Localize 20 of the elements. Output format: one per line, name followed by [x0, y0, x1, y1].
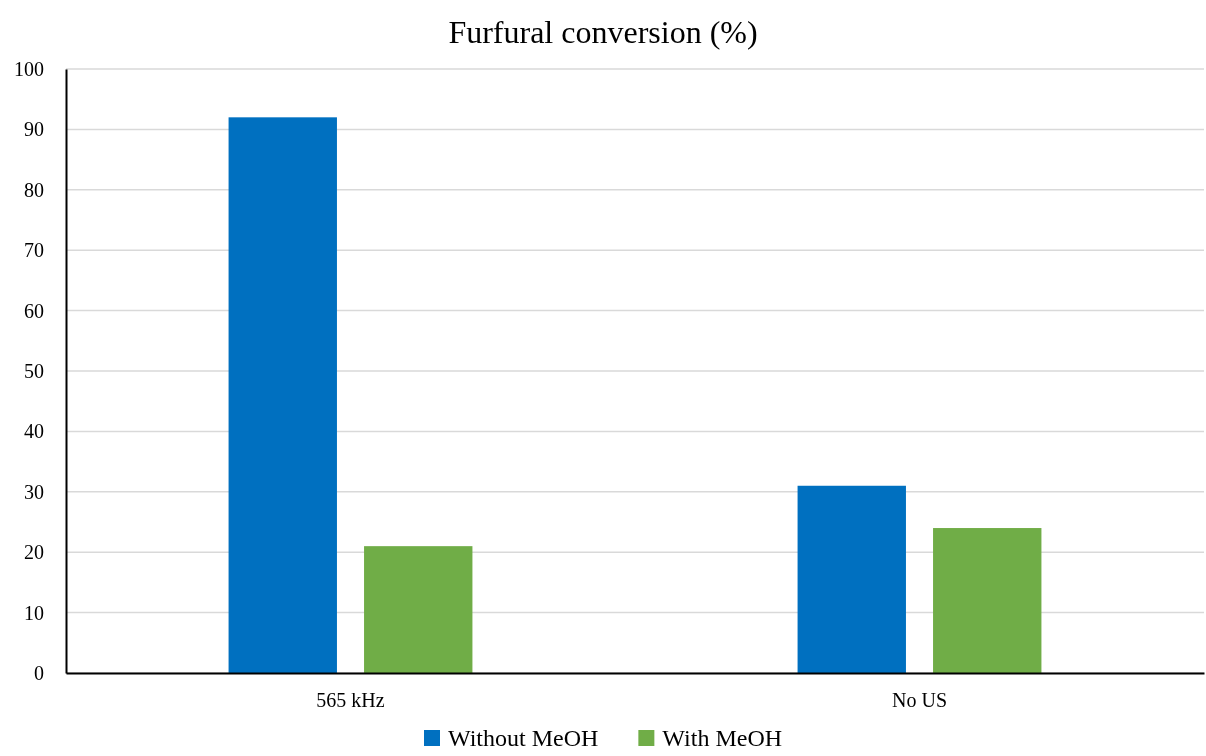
legend-label: Without MeOH [448, 725, 599, 751]
legend-label: With MeOH [662, 725, 783, 751]
x-tick-label: 565 kHz [316, 689, 385, 712]
y-tick-label: 60 [24, 299, 44, 322]
bar [933, 528, 1042, 673]
y-tick-label: 20 [24, 541, 44, 564]
y-tick-label: 70 [24, 239, 44, 262]
y-tick-label: 0 [34, 661, 44, 684]
bar [228, 117, 337, 673]
y-tick-label: 40 [24, 420, 44, 443]
y-tick-label: 90 [24, 118, 44, 141]
bar [797, 485, 906, 673]
y-tick-label: 10 [24, 601, 44, 624]
x-tick-label: No US [891, 689, 948, 712]
y-tick-label: 50 [24, 359, 44, 382]
bar [364, 546, 473, 673]
y-tick-label: 80 [24, 178, 44, 201]
y-tick-label: 30 [24, 480, 44, 503]
y-tick-label: 100 [14, 57, 44, 80]
chart-title: Furfural conversion (%) [448, 14, 758, 50]
